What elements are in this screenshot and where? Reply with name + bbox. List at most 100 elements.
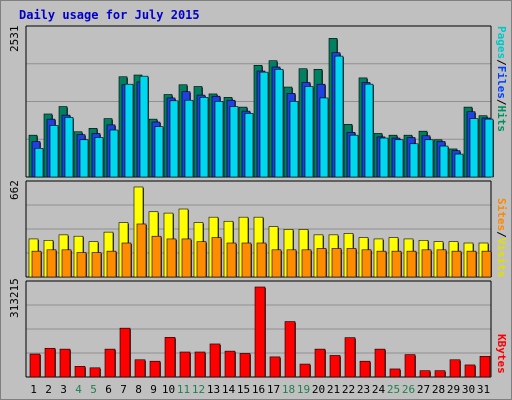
- visits-bar-sites-day-23: [361, 249, 372, 278]
- hits-bar-pages-day-24: [379, 137, 389, 178]
- visits-bar-sites-day-28: [436, 249, 447, 278]
- x-tick-label-day-8: 8: [135, 383, 142, 396]
- x-tick-label-day-26: 26: [402, 383, 415, 396]
- visits-bar-sites-day-30: [466, 250, 477, 278]
- hits-bar-pages-day-8: [139, 75, 149, 178]
- x-tick-label-day-20: 20: [312, 383, 325, 396]
- visits-bar-sites-day-18: [286, 249, 297, 278]
- x-tick-label-day-13: 13: [207, 383, 220, 396]
- visits-bar-sites-day-11: [181, 238, 192, 278]
- kbytes-bar-kbytes-day-15: [239, 353, 251, 378]
- visits-bar-sites-day-7: [121, 242, 132, 278]
- x-tick-label-day-15: 15: [237, 383, 250, 396]
- hits-bar-pages-day-29: [454, 153, 464, 178]
- kbytes-bar-kbytes-day-6: [104, 348, 116, 378]
- kbytes-bar-kbytes-day-20: [314, 348, 326, 378]
- x-tick-label-day-18: 18: [282, 383, 295, 396]
- visits-bar-sites-day-5: [91, 252, 102, 278]
- hits-bar-pages-day-31: [484, 118, 494, 178]
- x-tick-label-day-17: 17: [267, 383, 280, 396]
- visits-bar-sites-day-21: [331, 248, 342, 278]
- hits-bar-pages-day-18: [289, 101, 299, 178]
- visits-bar-sites-day-2: [46, 249, 57, 278]
- kbytes-bar-kbytes-day-2: [44, 347, 56, 378]
- kbytes-bar-kbytes-day-8: [134, 359, 146, 378]
- kbytes-bar-kbytes-day-14: [224, 350, 236, 378]
- hits-bar-pages-day-19: [304, 86, 314, 178]
- hits-bar-pages-day-16: [259, 71, 269, 178]
- visits-bar-sites-day-17: [271, 249, 282, 278]
- hits-bar-pages-day-5: [94, 137, 104, 178]
- kbytes-bar-kbytes-day-4: [74, 366, 86, 378]
- visits-bar-sites-day-14: [226, 242, 237, 278]
- visits-bar-sites-day-20: [316, 248, 327, 278]
- x-tick-label-day-19: 19: [297, 383, 310, 396]
- hits-bar-pages-day-4: [79, 139, 89, 178]
- visits-bar-sites-day-13: [211, 237, 222, 278]
- x-tick-label-day-6: 6: [105, 383, 112, 396]
- hits-bar-pages-day-12: [199, 97, 209, 178]
- visits-bar-sites-day-15: [241, 242, 252, 278]
- visits-bar-sites-day-26: [406, 250, 417, 278]
- x-tick-label-day-14: 14: [222, 383, 236, 396]
- hits-bar-pages-day-13: [214, 101, 224, 178]
- visits-bar-sites-day-31: [481, 250, 492, 278]
- x-tick-label-day-16: 16: [252, 383, 265, 396]
- kbytes-bar-kbytes-day-7: [119, 327, 131, 378]
- kbytes-bar-kbytes-day-26: [404, 354, 416, 378]
- kbytes-bar-kbytes-day-28: [434, 370, 446, 378]
- kbytes-bar-kbytes-day-11: [179, 351, 191, 378]
- x-tick-label-day-31: 31: [477, 383, 490, 396]
- x-tick-label-day-5: 5: [90, 383, 97, 396]
- visits-bar-sites-day-16: [256, 242, 267, 278]
- kbytes-bar-kbytes-day-19: [299, 363, 311, 378]
- x-tick-label-day-22: 22: [342, 383, 355, 396]
- hits-bar-pages-day-11: [184, 99, 194, 178]
- hits-bar-pages-day-9: [154, 126, 164, 178]
- hits-bar-pages-day-7: [124, 83, 134, 178]
- x-tick-label-day-28: 28: [432, 383, 445, 396]
- visits-bar-sites-day-27: [421, 249, 432, 278]
- hits-bar-pages-day-17: [274, 68, 284, 178]
- x-tick-label-day-29: 29: [447, 383, 460, 396]
- kbytes-bar-kbytes-day-3: [59, 348, 71, 378]
- kbytes-bar-kbytes-day-17: [269, 356, 281, 378]
- hits-bar-pages-day-1: [34, 148, 44, 178]
- visits-bar-sites-day-29: [451, 250, 462, 278]
- hits-bar-pages-day-2: [49, 125, 59, 178]
- visits-bar-sites-day-25: [391, 250, 402, 278]
- hits-bar-pages-day-10: [169, 100, 179, 178]
- kbytes-bar-kbytes-day-18: [284, 321, 296, 378]
- hits-bar-pages-day-3: [64, 117, 74, 178]
- x-tick-label-day-25: 25: [387, 383, 400, 396]
- kbytes-bar-kbytes-day-30: [464, 364, 476, 378]
- hits-bar-pages-day-6: [109, 129, 119, 178]
- kbytes-bar-kbytes-day-13: [209, 343, 221, 378]
- kbytes-bar-kbytes-day-10: [164, 337, 176, 378]
- kbytes-bar-kbytes-day-24: [374, 348, 386, 378]
- x-tick-label-day-1: 1: [30, 383, 37, 396]
- x-tick-label-day-12: 12: [192, 383, 205, 396]
- x-tick-label-day-9: 9: [150, 383, 157, 396]
- hits-bar-pages-day-22: [349, 134, 359, 178]
- visits-bar-sites-day-1: [31, 250, 42, 278]
- visits-bar-sites-day-6: [106, 250, 117, 278]
- x-tick-label-day-24: 24: [372, 383, 386, 396]
- x-tick-label-day-2: 2: [45, 383, 52, 396]
- hits-bar-pages-day-28: [439, 145, 449, 178]
- hits-bar-pages-day-25: [394, 139, 404, 178]
- kbytes-bar-kbytes-day-29: [449, 359, 461, 378]
- visits-bar-sites-day-22: [346, 248, 357, 278]
- visits-bar-sites-day-24: [376, 250, 387, 278]
- hits-bar-pages-day-20: [319, 97, 329, 178]
- kbytes-bar-kbytes-day-27: [419, 370, 431, 378]
- visits-bar-sites-day-12: [196, 241, 207, 278]
- x-tick-label-day-27: 27: [417, 383, 430, 396]
- kbytes-bar-kbytes-day-9: [149, 360, 161, 378]
- x-tick-label-day-7: 7: [120, 383, 127, 396]
- visits-bar-sites-day-8: [136, 223, 147, 278]
- x-tick-label-day-23: 23: [357, 383, 370, 396]
- kbytes-bar-kbytes-day-21: [329, 355, 341, 378]
- chart-title: Daily usage for July 2015: [19, 8, 200, 22]
